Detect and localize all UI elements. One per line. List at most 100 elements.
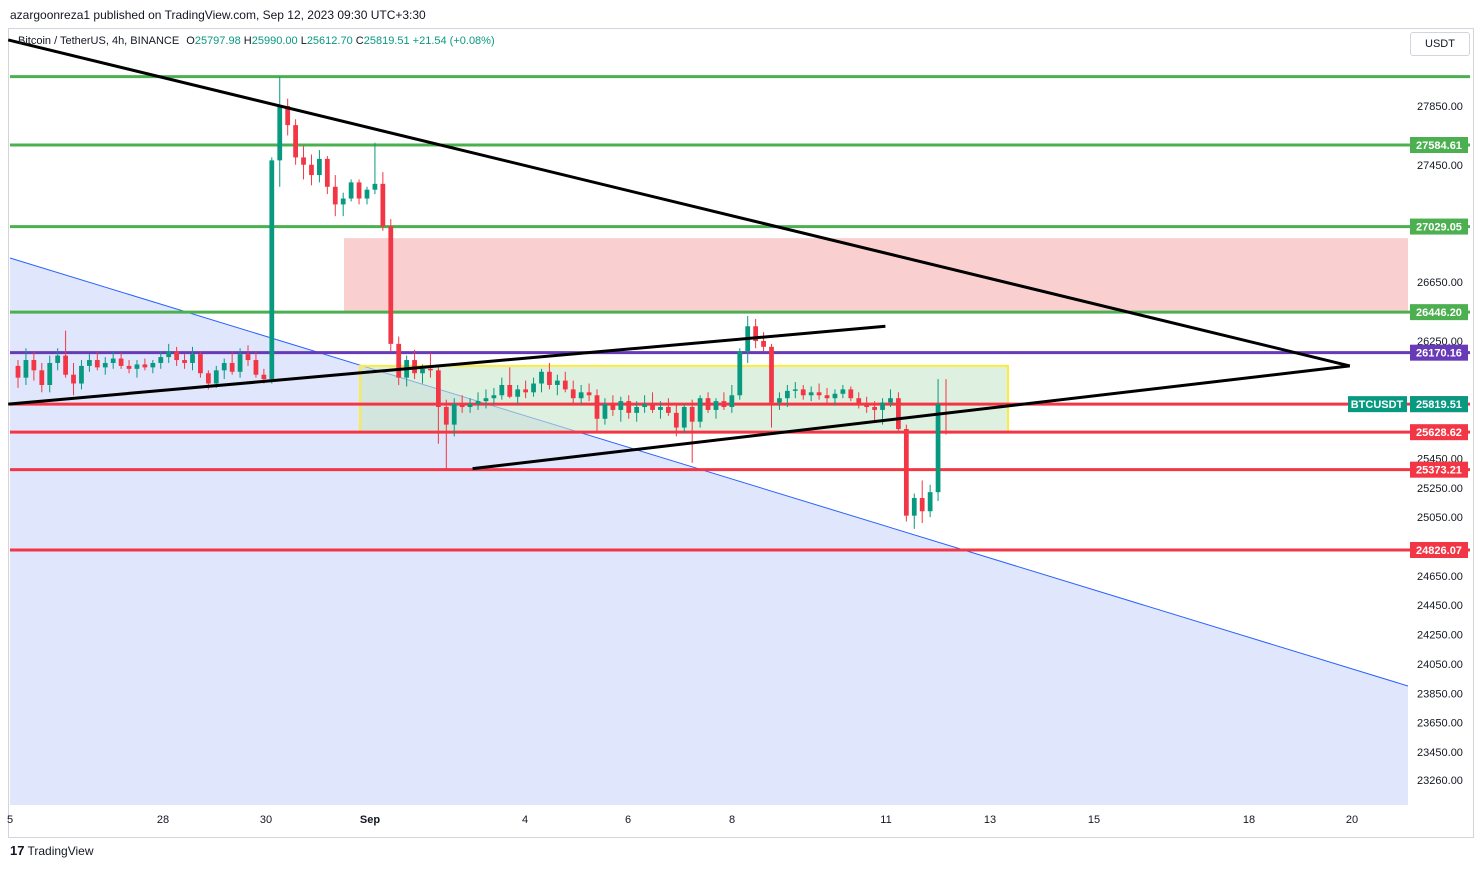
- level-price-label: 25628.62: [1410, 424, 1468, 441]
- candle: [94, 351, 100, 371]
- time-tick: 6: [625, 814, 631, 826]
- descending-channel-line[interactable]: [9, 257, 1409, 687]
- candle: [840, 384, 846, 399]
- time-tick: 30: [260, 814, 272, 826]
- candle-body: [396, 343, 402, 378]
- candle: [927, 484, 933, 518]
- candle: [650, 392, 655, 413]
- upper-triangle-line[interactable]: [7, 38, 1351, 368]
- candle-body: [816, 392, 822, 396]
- candle-body: [491, 395, 497, 399]
- candle-body: [229, 362, 235, 372]
- candle: [681, 404, 687, 434]
- price-tick: 25250.00: [1417, 483, 1463, 495]
- publisher-caption: azargoonreza1 published on TradingView.c…: [10, 8, 426, 22]
- candle-body: [848, 389, 854, 399]
- candle: [713, 398, 719, 419]
- candle-body: [443, 407, 449, 425]
- candle: [309, 154, 314, 186]
- level-price-badge: [1410, 344, 1468, 361]
- level-price-label: 27584.61: [1410, 137, 1468, 153]
- candle: [523, 380, 529, 399]
- last-price-symbol: BTCUSDT: [1351, 399, 1404, 411]
- level-price-label: 26170.16: [1410, 344, 1468, 361]
- last-price-symbol-badge: [1348, 396, 1407, 413]
- price-tick: 23450.00: [1417, 747, 1463, 759]
- candle-body: [118, 358, 124, 366]
- price-tick: 23650.00: [1417, 718, 1463, 730]
- candle-body: [784, 390, 790, 399]
- candle-body: [888, 398, 893, 403]
- candle: [642, 395, 647, 413]
- level-price-badge: [1410, 304, 1468, 321]
- price-axis: 27850.0027450.0026650.0026250.0025450.00…: [1348, 101, 1468, 787]
- price-tick: 24650.00: [1417, 571, 1463, 583]
- symbol-legend: Bitcoin / TetherUS, 4h, BINANCE O25797.9…: [18, 35, 495, 47]
- candle: [459, 395, 465, 413]
- high-label: H: [243, 35, 252, 47]
- supply-zone[interactable]: [344, 238, 1408, 312]
- candle-body: [864, 404, 870, 408]
- candle: [348, 179, 354, 202]
- symbol-name: Bitcoin / TetherUS, 4h, BINANCE: [18, 35, 180, 47]
- candle: [364, 186, 370, 205]
- level-price-label: 26446.20: [1410, 304, 1468, 321]
- candle-body: [451, 404, 457, 425]
- candle: [277, 76, 283, 187]
- candle-body: [800, 389, 806, 396]
- candle: [689, 399, 695, 463]
- change-value: +21.54 (+0.08%): [412, 35, 495, 47]
- candle: [721, 392, 727, 410]
- chart-frame: [8, 28, 1474, 838]
- candle-body: [23, 360, 29, 378]
- candle-body: [499, 384, 505, 396]
- candle-body: [15, 365, 21, 378]
- candle-body: [110, 358, 116, 363]
- candle: [539, 368, 544, 393]
- currency-selector[interactable]: USDT: [1410, 32, 1470, 56]
- level-price-label: 25373.21: [1410, 461, 1468, 478]
- candle: [491, 387, 497, 405]
- candle: [356, 179, 362, 205]
- level-price-badge: [1410, 542, 1468, 558]
- candle: [190, 346, 195, 371]
- candle-body: [840, 389, 846, 394]
- level-price-label: 27029.05: [1410, 218, 1468, 235]
- candle-body: [570, 389, 576, 399]
- candle-body: [102, 362, 108, 368]
- candle: [332, 175, 338, 217]
- candle-body: [935, 404, 941, 493]
- candle-body: [753, 326, 759, 341]
- candle-body: [507, 384, 513, 397]
- candle-body: [554, 380, 560, 385]
- lower-triangle-left-line[interactable]: [8, 324, 886, 406]
- candle-body: [515, 389, 521, 397]
- candle-body: [190, 354, 195, 363]
- candle: [229, 351, 235, 375]
- candle-body: [324, 158, 330, 187]
- trendlines-layer: [7, 38, 1351, 471]
- level-price-text: 26170.16: [1416, 348, 1462, 360]
- price-tick: 27850.00: [1417, 101, 1463, 113]
- close-label: C: [355, 35, 364, 47]
- candle-body: [348, 182, 354, 199]
- candle-body: [364, 189, 370, 199]
- candle-body: [919, 498, 925, 512]
- candle-body: [737, 351, 743, 396]
- candle-body: [808, 392, 814, 396]
- lower-triangle-right-line[interactable]: [472, 364, 1350, 471]
- candle-body: [761, 340, 766, 347]
- candle: [63, 330, 68, 378]
- candle: [554, 374, 560, 396]
- candle-body: [880, 402, 885, 410]
- candle: [610, 395, 616, 416]
- candle: [31, 351, 37, 381]
- low-label: L: [300, 35, 307, 47]
- channel-fill-layer: [9, 257, 1409, 805]
- price-tick: 23260.00: [1417, 775, 1463, 787]
- candle-body: [666, 407, 671, 413]
- candle: [832, 389, 838, 406]
- candle: [602, 398, 608, 425]
- candle-body: [896, 398, 901, 430]
